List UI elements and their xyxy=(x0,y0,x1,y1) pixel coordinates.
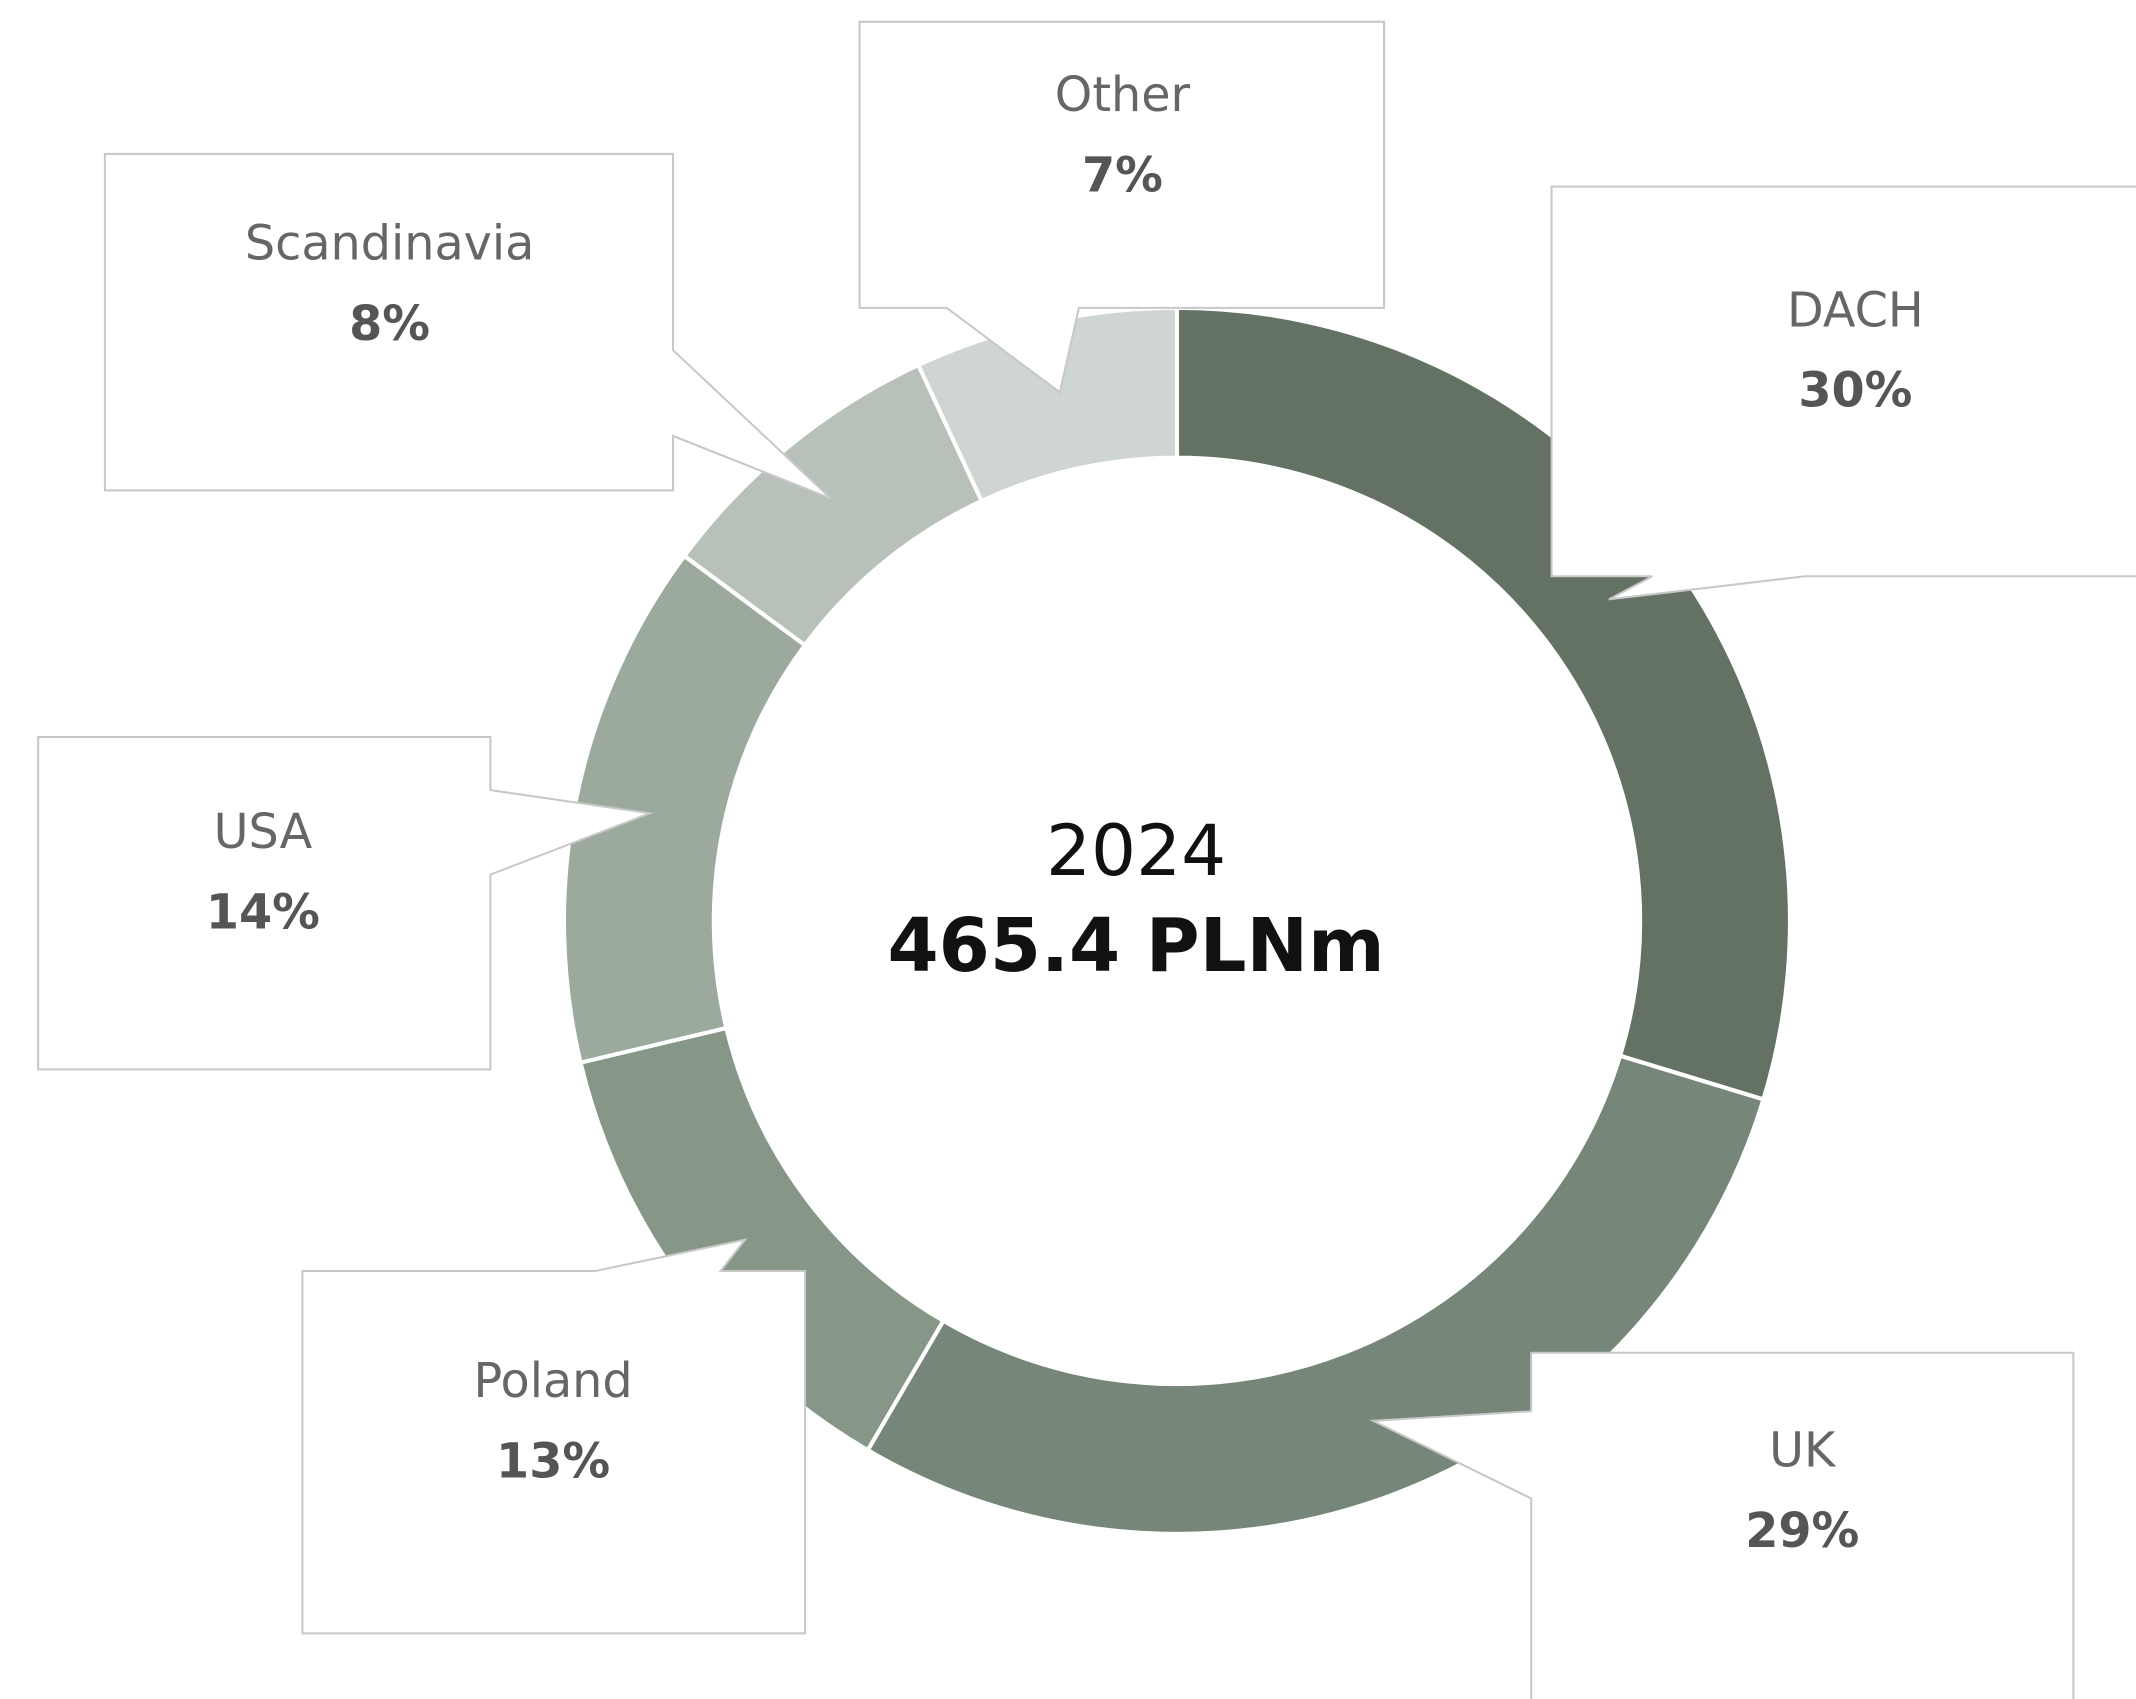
callout-value: 14% xyxy=(206,885,320,940)
donut-segment xyxy=(1174,305,1793,1102)
callout-label: Poland xyxy=(474,1354,633,1409)
callout-label: Scandinavia xyxy=(245,217,534,272)
callout-value: 8% xyxy=(349,297,430,352)
callout-label: UK xyxy=(1769,1424,1837,1479)
callout-label: DACH xyxy=(1787,283,1924,338)
callout-value: 29% xyxy=(1745,1504,1859,1559)
callouts: DACH 30% UK 29% Poland 13% USA 14% Scandinavia 8%… xyxy=(37,20,2136,1699)
callout-box xyxy=(1369,1351,2075,1699)
callout-box xyxy=(1550,185,2136,601)
callout-value: 13% xyxy=(496,1434,610,1489)
center-title: 2024 xyxy=(1046,809,1226,892)
callout-label: USA xyxy=(214,805,313,860)
center-value: 465.4 PLNm xyxy=(888,904,1385,989)
callout-label: Other xyxy=(1055,68,1191,123)
callout-box xyxy=(37,735,654,1071)
callout-value: 7% xyxy=(1082,148,1163,203)
callout-box xyxy=(301,1238,807,1635)
callout-box xyxy=(103,152,832,500)
callout-box xyxy=(858,20,1386,395)
callout-value: 30% xyxy=(1798,364,1912,419)
